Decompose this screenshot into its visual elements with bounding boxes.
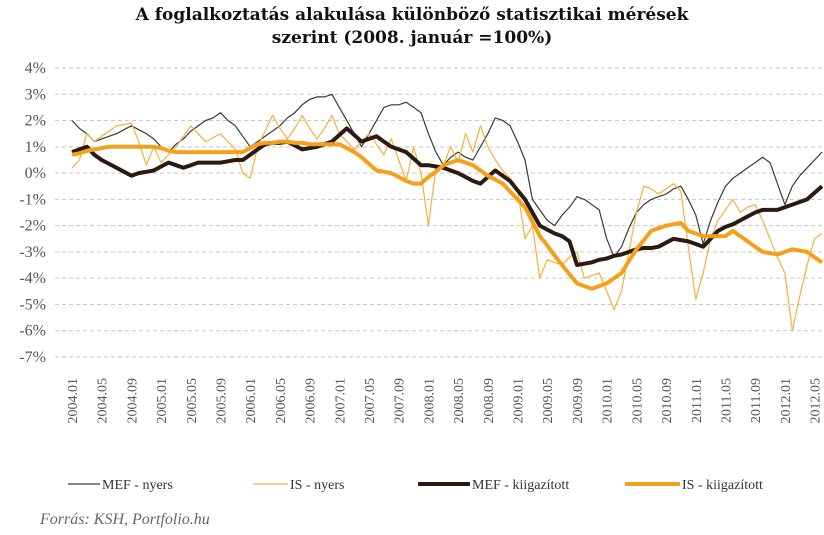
x-tick-label: 2011.01 — [690, 378, 705, 423]
x-tick-label: 2006.01 — [244, 378, 259, 424]
y-tick-label: -1% — [19, 191, 46, 208]
legend-label: MEF - nyers — [102, 478, 173, 493]
legend-label: IS - kiigazított — [682, 478, 763, 493]
x-tick-label: 2007.09 — [393, 378, 408, 424]
x-tick-label: 2011.05 — [719, 378, 734, 423]
x-tick-label: 2009.09 — [571, 378, 586, 424]
x-tick-label: 2007.01 — [333, 378, 348, 424]
y-tick-label: 2% — [25, 113, 46, 130]
legend-label: MEF - kiigazított — [472, 478, 569, 493]
x-tick-label: 2009.01 — [512, 378, 527, 424]
x-tick-label: 2010.05 — [630, 378, 645, 424]
x-tick-label: 2005.01 — [155, 378, 170, 424]
y-tick-label: 4% — [25, 60, 46, 77]
series-line — [71, 126, 824, 267]
series-line — [71, 93, 823, 258]
x-tick-label: 2007.05 — [363, 378, 378, 424]
x-tick-label: 2009.05 — [541, 378, 556, 424]
y-tick-label: 3% — [25, 86, 46, 103]
y-tick-label: -5% — [19, 296, 46, 313]
x-tick-label: 2004.09 — [125, 378, 140, 424]
x-tick-label: 2008.01 — [422, 378, 437, 424]
y-tick-label: -7% — [19, 349, 46, 366]
x-tick-label: 2012.01 — [779, 378, 794, 424]
x-tick-label: 2008.05 — [452, 378, 467, 424]
y-tick-label: 0% — [25, 165, 46, 182]
x-tick-label: 2010.01 — [601, 378, 616, 424]
x-tick-label: 2010.09 — [660, 378, 675, 424]
x-tick-label: 2006.05 — [274, 378, 289, 424]
y-tick-label: -3% — [19, 244, 46, 261]
x-tick-label: 2006.09 — [304, 378, 319, 424]
y-tick-label: 1% — [25, 139, 46, 156]
x-tick-label: 2004.01 — [66, 378, 81, 424]
series-line — [71, 114, 823, 332]
legend-label: IS - nyers — [290, 478, 344, 493]
chart-title: A foglalkoztatás alakulása különböző sta… — [135, 5, 690, 25]
chart-title: szerint (2008. január =100%) — [272, 28, 552, 48]
y-tick-label: -4% — [19, 270, 46, 287]
x-tick-label: 2004.05 — [96, 378, 111, 424]
x-tick-label: 2008.09 — [482, 378, 497, 424]
x-tick-label: 2012.05 — [809, 378, 824, 424]
x-tick-label: 2005.05 — [185, 378, 200, 424]
x-tick-label: 2011.09 — [749, 378, 764, 423]
source: Forrás: KSH, Portfolio.hu — [39, 511, 210, 528]
y-tick-label: -2% — [19, 218, 46, 235]
y-tick-label: -6% — [19, 323, 46, 340]
x-tick-label: 2005.09 — [215, 378, 230, 424]
series-line — [71, 139, 824, 291]
